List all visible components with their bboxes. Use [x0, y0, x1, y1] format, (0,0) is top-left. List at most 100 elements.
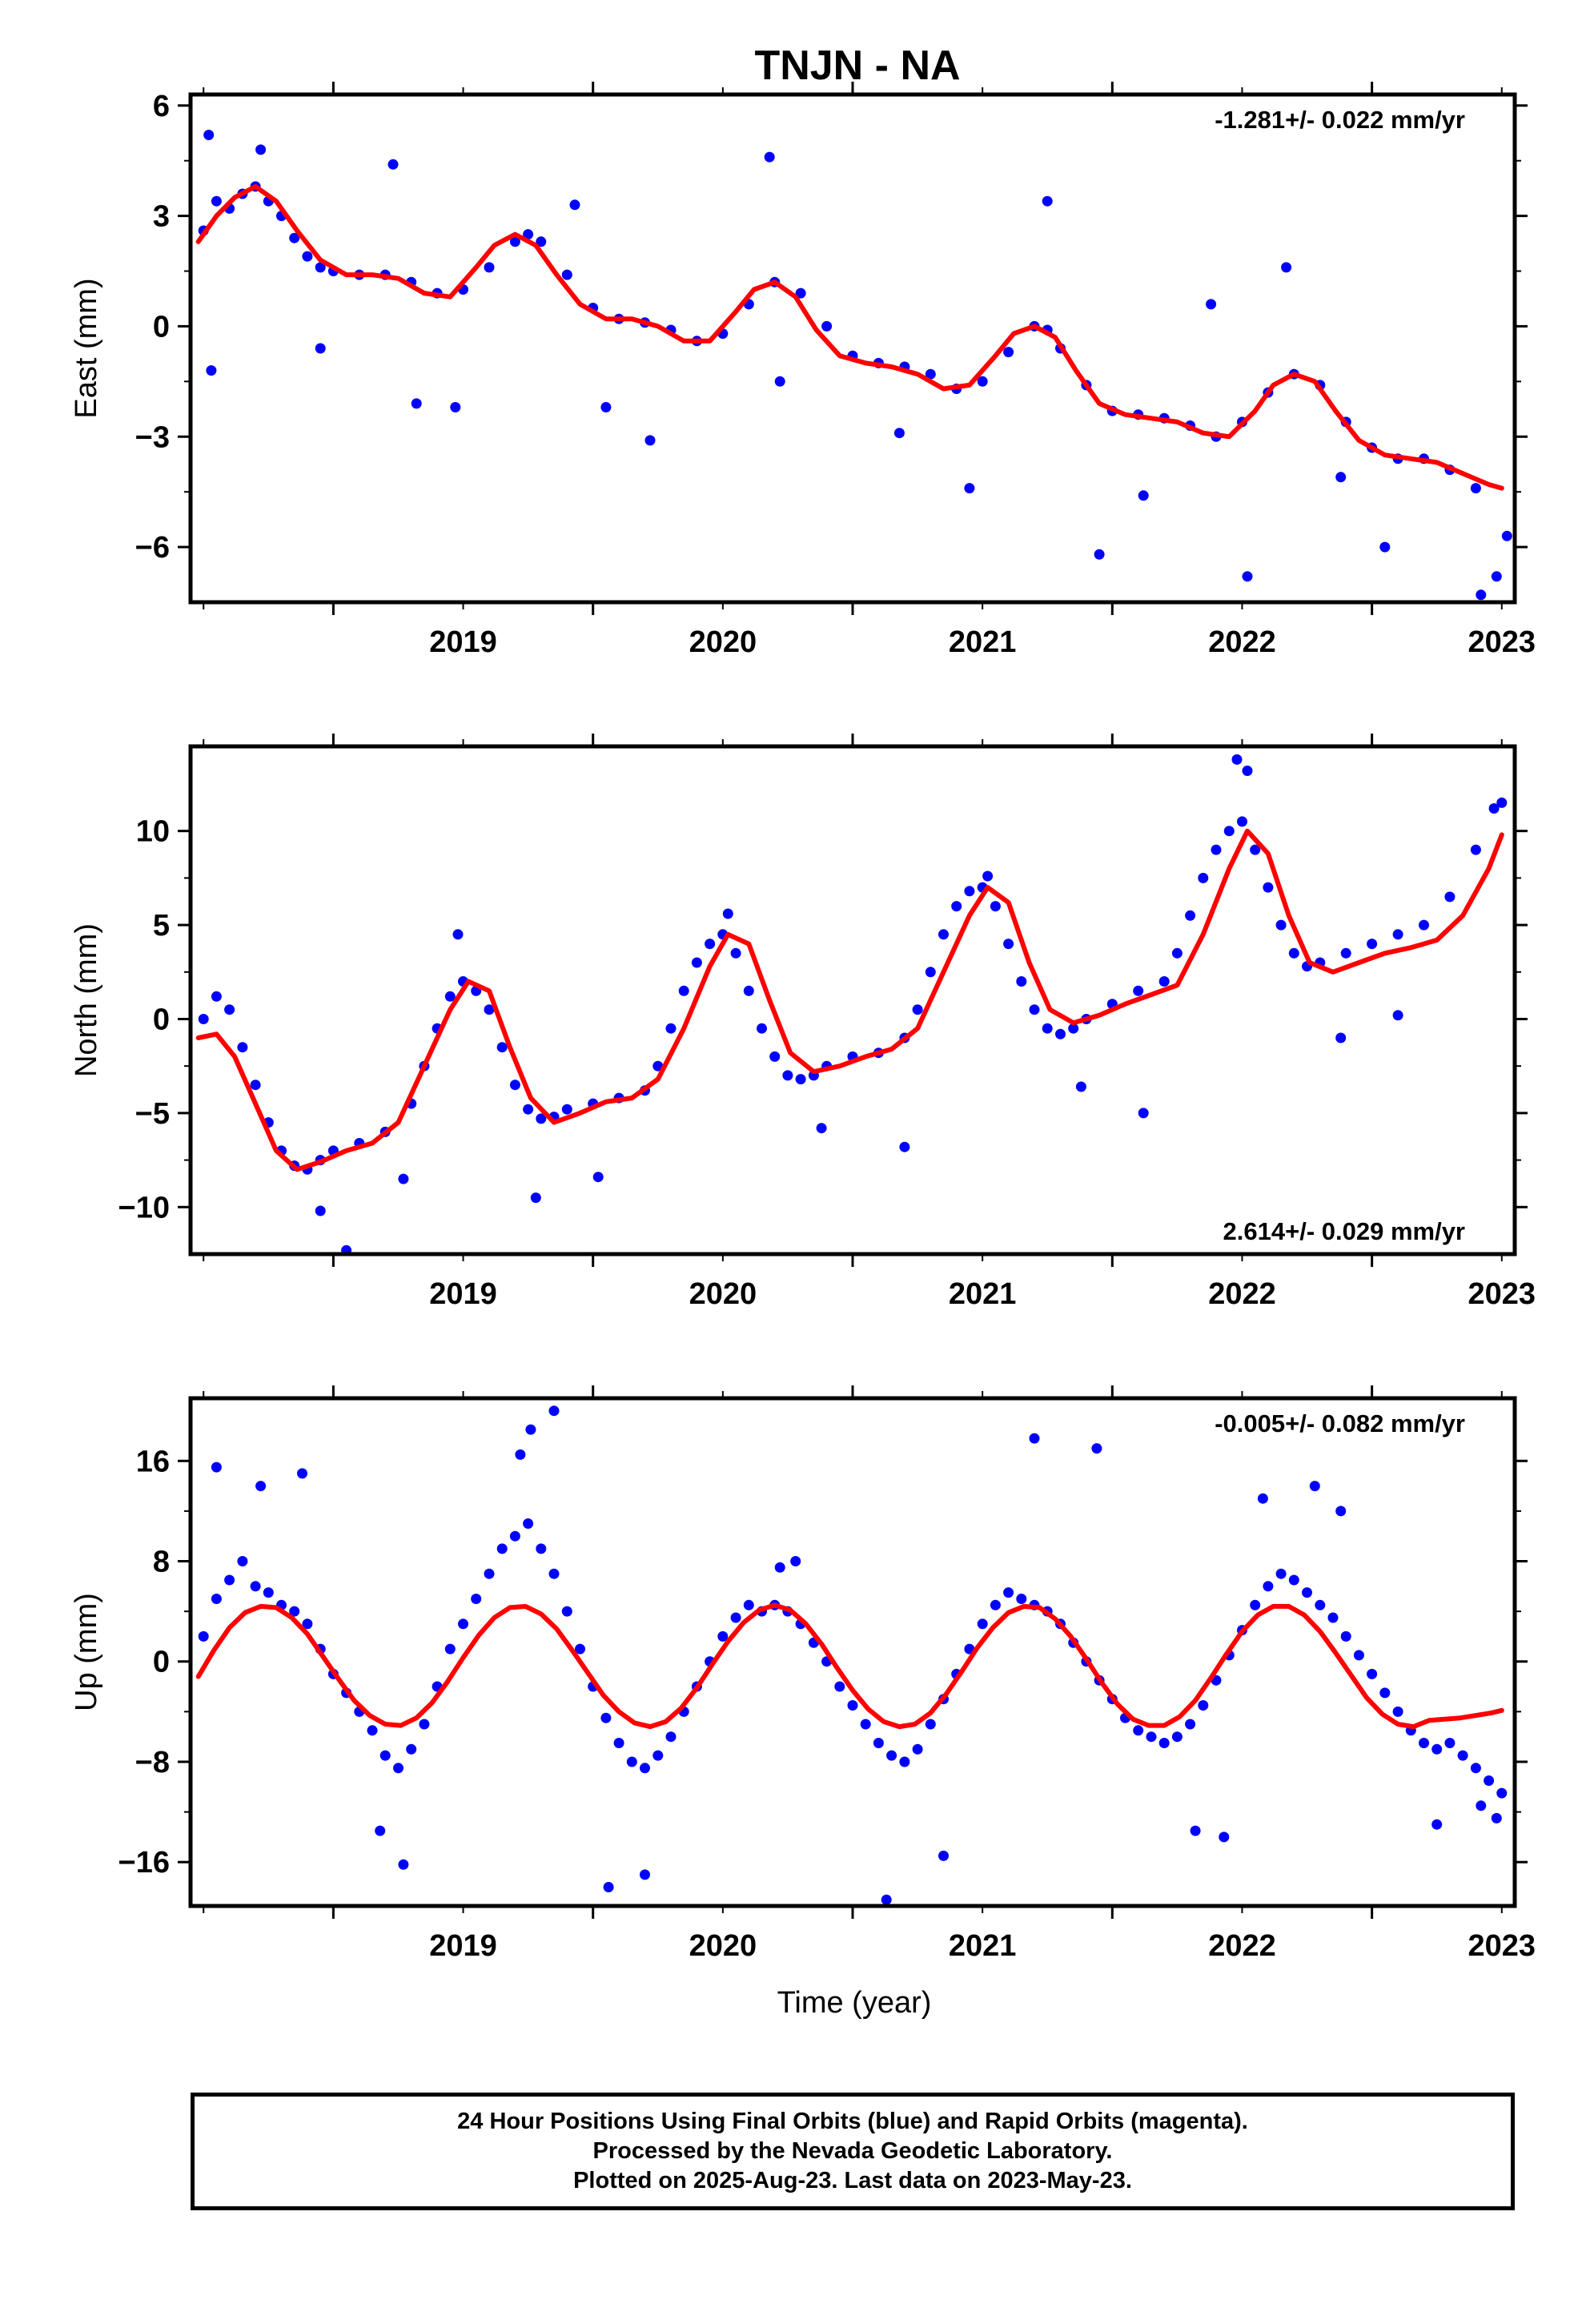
north-data-point: [938, 929, 949, 940]
east-x-tick-label: 2019: [429, 625, 497, 659]
north-data-point: [678, 985, 689, 996]
up-data-point: [548, 1568, 560, 1579]
north-data-point: [964, 886, 975, 897]
up-data-point: [237, 1556, 248, 1566]
north-rate-label: 2.614+/- 0.029 mm/yr: [1223, 1217, 1465, 1245]
east-x-tick-label: 2020: [689, 625, 757, 659]
north-x-tick-label: 2022: [1208, 1277, 1276, 1311]
up-data-point: [211, 1594, 222, 1604]
north-data-point: [536, 1113, 547, 1124]
up-data-point: [1335, 1506, 1347, 1517]
up-x-tick-label: 2023: [1468, 1929, 1536, 1963]
up-data-point: [406, 1743, 417, 1755]
up-data-point: [1444, 1738, 1456, 1748]
up-rate-label: -0.005+/- 0.082 mm/yr: [1215, 1409, 1465, 1437]
up-data-point: [1029, 1433, 1040, 1444]
up-data-point: [600, 1712, 612, 1723]
north-data-point: [1419, 919, 1429, 931]
north-data-point: [665, 1023, 677, 1034]
east-data-point: [569, 199, 580, 211]
north-data-point: [691, 957, 702, 968]
up-data-point: [393, 1763, 404, 1774]
up-data-point: [302, 1618, 313, 1630]
north-data-point: [341, 1244, 352, 1254]
east-data-point: [1476, 589, 1487, 601]
east-panel: −6 −3 0 3 6 2019 2020 2021 2022 2023 East (mm) -1.2…: [70, 82, 1536, 659]
north-data-point: [444, 991, 456, 1002]
up-data-point: [289, 1606, 300, 1617]
up-data-point: [561, 1606, 572, 1617]
east-data-point: [821, 320, 833, 332]
east-data-point: [964, 483, 975, 494]
north-data-point: [1133, 985, 1144, 996]
east-y-tick-label: 0: [153, 310, 170, 344]
east-data-point: [1379, 541, 1391, 553]
up-data-point: [790, 1556, 801, 1566]
up-x-tick-label: 2021: [949, 1929, 1017, 1963]
east-data-point: [387, 159, 399, 170]
caption-line-1: 24 Hour Positions Using Final Orbits (bl…: [457, 2109, 1248, 2134]
north-data-point: [1275, 919, 1287, 931]
up-data-point: [1003, 1587, 1014, 1598]
up-data-point: [525, 1424, 536, 1435]
caption-box: 24 Hour Positions Using Final Orbits (bl…: [191, 2093, 1515, 2210]
up-data-point: [1484, 1775, 1495, 1786]
up-data-point: [613, 1738, 624, 1748]
x-axis-label: Time (year): [777, 1986, 932, 2020]
north-y-axis-label: North (mm): [70, 923, 103, 1077]
up-data-point: [990, 1599, 1001, 1610]
up-data-point: [1263, 1581, 1274, 1592]
up-data-point: [419, 1719, 430, 1730]
north-data-point: [899, 1141, 910, 1152]
east-data-point: [893, 428, 905, 439]
east-y-tick-label: −6: [135, 531, 170, 565]
up-data-point: [1392, 1706, 1403, 1717]
north-data-point: [1029, 1004, 1040, 1015]
up-data-point: [1327, 1612, 1339, 1623]
north-data-point: [1042, 1023, 1053, 1034]
north-data-point: [315, 1205, 326, 1216]
east-data-point: [561, 269, 572, 280]
north-y-tick-label: −5: [135, 1097, 170, 1131]
north-data-point: [1488, 803, 1500, 814]
east-data-point: [255, 144, 267, 155]
east-data-point: [211, 195, 222, 207]
up-data-point: [575, 1643, 585, 1655]
north-x-tick-label: 2019: [429, 1277, 497, 1311]
east-data-point: [523, 229, 534, 240]
north-data-point: [530, 1192, 541, 1204]
north-data-point: [769, 1051, 781, 1062]
east-y-tick-label: −3: [135, 420, 170, 454]
up-data-point: [873, 1738, 884, 1748]
up-data-point: [458, 1618, 468, 1630]
up-data-point: [1353, 1650, 1364, 1661]
north-data-point: [523, 1104, 534, 1115]
north-data-point: [1138, 1108, 1149, 1119]
north-y-tick-label: 5: [153, 909, 170, 943]
up-data-point: [1257, 1493, 1268, 1504]
up-data-point: [1431, 1743, 1443, 1755]
up-y-tick-label: 8: [153, 1546, 170, 1579]
up-y-tick-label: 0: [153, 1646, 170, 1679]
up-data-point: [1419, 1738, 1429, 1748]
up-data-point: [847, 1700, 858, 1711]
east-rate-label: -1.281+/- 0.022 mm/yr: [1215, 106, 1465, 134]
north-data-point: [398, 1173, 409, 1184]
up-data-point: [834, 1681, 845, 1692]
up-data-point: [938, 1850, 949, 1861]
east-data-point: [795, 287, 806, 299]
north-panel: −10 −5 0 5 10 2019 2020 2021 2022 2023 North (mm) 2…: [70, 734, 1536, 1311]
east-data-point: [1003, 347, 1014, 358]
north-data-point: [1075, 1081, 1086, 1092]
east-plot-area: [195, 130, 1512, 601]
east-y-axis-label: East (mm): [70, 278, 103, 418]
up-data-point: [665, 1731, 677, 1743]
north-data-point: [1288, 947, 1299, 959]
up-data-point: [912, 1743, 923, 1755]
north-y-tick-label: 0: [153, 1003, 170, 1036]
up-data-point: [1133, 1725, 1144, 1736]
up-frame: [188, 1396, 1517, 1908]
east-data-point: [1042, 195, 1053, 207]
north-data-point: [652, 1060, 664, 1072]
